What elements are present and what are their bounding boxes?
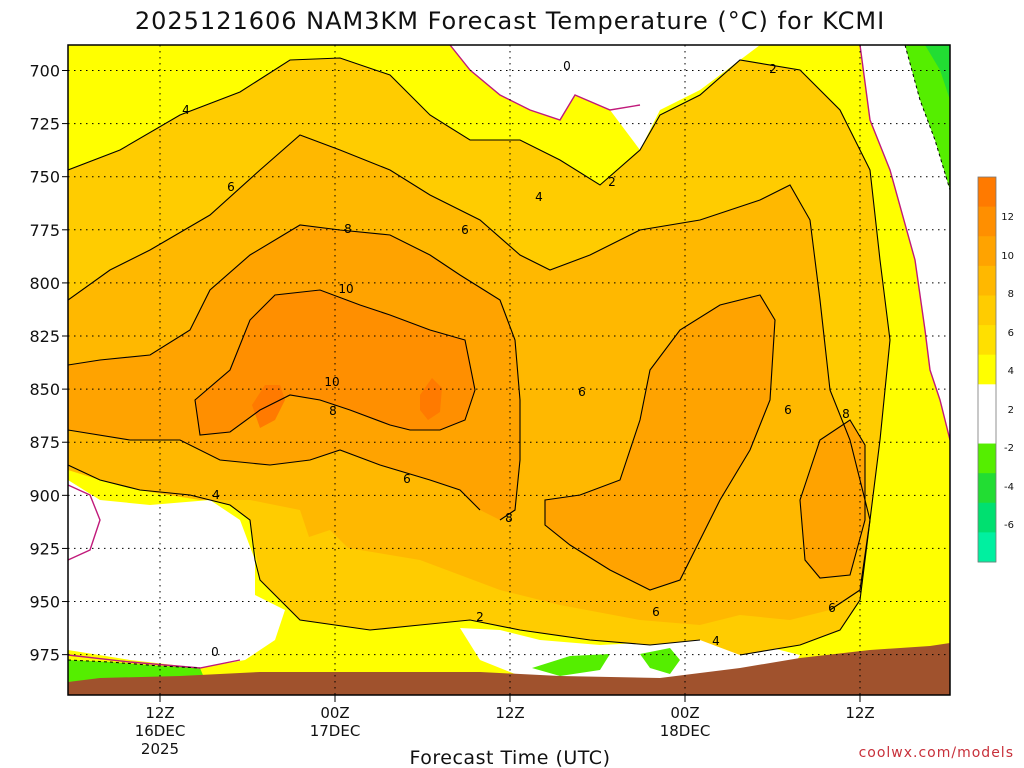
negative-contours <box>68 45 950 669</box>
region-4-6-pocket2 <box>390 560 440 610</box>
colorbar-tick-label: -4 <box>1004 482 1014 493</box>
x-tick-label: 00Z <box>670 704 699 722</box>
contour-label: 6 <box>461 223 469 237</box>
x-tick-date: 16DEC <box>135 722 186 740</box>
plot-frame <box>67 44 951 696</box>
y-tick-label: 850 <box>29 380 60 399</box>
region-8-10-mid <box>545 295 775 590</box>
credit-link[interactable]: coolwx.com/models <box>859 745 1014 761</box>
region-0-2-top <box>68 45 760 150</box>
contour-labels: 4 6 8 10 10 8 6 4 2 0 0 2 2 4 6 6 8 6 8 6 6 4 <box>182 59 850 659</box>
contour-label: 0 <box>563 59 571 73</box>
freezing-contour <box>68 45 950 669</box>
x-tick-label: 00Z <box>320 704 349 722</box>
contour-label: 6 <box>578 385 586 399</box>
contour-label: 6 <box>784 403 792 417</box>
contour-label: 8 <box>329 404 337 418</box>
y-tick-label: 825 <box>29 327 60 346</box>
colorbar-tick-label: 4 <box>1008 366 1014 377</box>
region-12-plus-b <box>420 378 442 420</box>
contour-label: 4 <box>182 103 190 117</box>
contour-label: 6 <box>403 472 411 486</box>
region-minus2-right <box>905 45 950 190</box>
y-tick-label: 875 <box>29 433 60 452</box>
region-0-2-right <box>860 45 950 440</box>
y-tick-label: 775 <box>29 221 60 240</box>
x-tick-label: 12Z <box>145 704 174 722</box>
grid-lines <box>68 45 950 695</box>
contour-label: 6 <box>828 601 836 615</box>
colorbar-frame <box>977 176 997 563</box>
colorbar-swatch <box>978 206 996 237</box>
y-tick-label: 800 <box>29 274 60 293</box>
contour-label: 10 <box>338 282 353 296</box>
colorbar-tick-label: -6 <box>1004 520 1014 531</box>
contour-label: 2 <box>769 62 777 76</box>
contour-label: 10 <box>324 375 339 389</box>
colorbar-swatch <box>978 236 996 267</box>
chart-title: 2025121606 NAM3KM Forecast Temperature (… <box>135 7 885 35</box>
contour-label: 6 <box>652 605 660 619</box>
region-minus2-mid <box>532 654 610 676</box>
y-tick-label: 750 <box>29 168 60 187</box>
colorbar-swatch <box>978 532 996 563</box>
isotherm-lines <box>68 57 891 656</box>
colorbar-swatch <box>978 177 996 208</box>
colorbar: 12 10 8 6 4 2 -2 -4 -6 <box>977 176 1014 563</box>
colorbar-tick-label: -2 <box>1004 443 1014 454</box>
colorbar-swatch <box>978 354 996 385</box>
contour-label: 4 <box>535 190 543 204</box>
colorbar-swatch <box>978 295 996 326</box>
x-axis-label: Forecast Time (UTC) <box>410 747 611 768</box>
colorbar-swatch <box>978 384 996 415</box>
y-tick-label: 975 <box>29 646 60 665</box>
x-tick-date: 18DEC <box>660 722 711 740</box>
y-tick-label: 700 <box>29 61 60 80</box>
contour-label: 8 <box>842 407 850 421</box>
terrain-below-ground <box>68 643 950 695</box>
y-tick-label: 950 <box>29 593 60 612</box>
x-tick-label: 12Z <box>495 704 524 722</box>
colorbar-tick-label: 12 <box>1001 212 1014 223</box>
contour-label: 0 <box>211 645 219 659</box>
region-4-6-pocket <box>300 530 380 615</box>
y-axis: 700 725 750 775 800 825 850 875 900 925 950 975 <box>29 61 68 665</box>
colorbar-swatch <box>978 473 996 504</box>
region-8-10-right <box>800 420 865 578</box>
region-minus4-right <box>925 45 950 100</box>
contour-label: 2 <box>608 175 616 189</box>
region-0-2-left-low <box>68 480 285 668</box>
x-tick-date: 17DEC <box>310 722 361 740</box>
colorbar-swatch <box>978 502 996 533</box>
colorbar-tick-label: 6 <box>1008 328 1014 339</box>
colorbar-swatch <box>978 443 996 474</box>
plot-area: 4 6 8 10 10 8 6 4 2 0 0 2 2 4 6 6 8 6 8 6 6 4 <box>68 45 950 695</box>
contour-label: 8 <box>505 511 513 525</box>
contour-label: 4 <box>212 488 220 502</box>
contour-label: 8 <box>344 222 352 236</box>
colorbar-tick-label: 8 <box>1008 289 1014 300</box>
colorbar-swatch <box>978 413 996 445</box>
x-tick-label: 12Z <box>845 704 874 722</box>
region-12-plus-a <box>252 385 285 428</box>
x-tick-year: 2025 <box>141 740 179 758</box>
y-tick-label: 725 <box>29 115 60 134</box>
y-tick-label: 925 <box>29 539 60 558</box>
colorbar-swatch <box>978 325 996 356</box>
colorbar-swatch <box>978 265 996 296</box>
colorbar-tick-label: 2 <box>1008 405 1014 416</box>
contour-label: 4 <box>712 634 720 648</box>
contour-label: 6 <box>227 180 235 194</box>
y-tick-label: 900 <box>29 486 60 505</box>
contour-label: 2 <box>476 610 484 624</box>
colorbar-tick-label: 10 <box>1001 251 1014 262</box>
